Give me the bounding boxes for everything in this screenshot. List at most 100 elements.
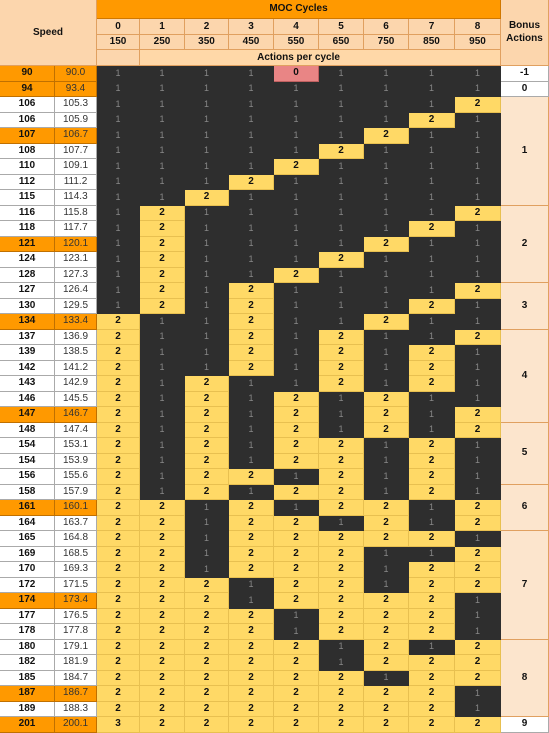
action-cell: 1 — [274, 174, 319, 190]
action-cell: 1 — [185, 314, 229, 330]
action-cell: 1 — [455, 190, 501, 206]
speed-cell: 182 — [0, 655, 55, 671]
action-cell: 2 — [140, 639, 185, 655]
action-cell: 1 — [229, 143, 274, 159]
action-cell: 1 — [97, 159, 140, 175]
action-cell: 1 — [319, 97, 364, 113]
action-cell: 1 — [185, 236, 229, 252]
action-cell: 1 — [229, 267, 274, 283]
action-cell: 1 — [229, 438, 274, 454]
action-cell: 1 — [229, 221, 274, 237]
action-cell: 2 — [97, 484, 140, 500]
action-cell: 1 — [319, 190, 364, 206]
action-cell: 1 — [97, 112, 140, 128]
action-cell: 1 — [409, 283, 455, 299]
action-cell: 1 — [409, 329, 455, 345]
action-cell: 1 — [364, 221, 409, 237]
action-cell: 1 — [274, 221, 319, 237]
action-cell: 2 — [364, 515, 409, 531]
action-cell: 1 — [140, 484, 185, 500]
action-cell: 2 — [319, 546, 364, 562]
action-cell: 1 — [319, 128, 364, 144]
cycle-value: 350 — [185, 35, 229, 50]
action-cell: 1 — [364, 562, 409, 578]
action-cell: 2 — [409, 686, 455, 702]
action-cell: 2 — [319, 701, 364, 717]
action-cell: 2 — [185, 391, 229, 407]
action-cell: 1 — [274, 500, 319, 516]
action-cell: 2 — [140, 267, 185, 283]
action-cell: 1 — [229, 205, 274, 221]
action-cell: 1 — [140, 66, 185, 82]
speed-value-cell: 147.4 — [55, 422, 97, 438]
action-cell: 1 — [364, 345, 409, 361]
action-cell: 2 — [319, 686, 364, 702]
speed-cell: 94 — [0, 81, 55, 97]
cycle-value: 250 — [140, 35, 185, 50]
action-cell: 1 — [185, 143, 229, 159]
action-cell: 1 — [97, 81, 140, 97]
speed-value-cell: 106.7 — [55, 128, 97, 144]
action-cell: 1 — [140, 159, 185, 175]
action-cell: 2 — [97, 438, 140, 454]
cycle-value: 650 — [319, 35, 364, 50]
speed-value-cell: 153.1 — [55, 438, 97, 454]
action-cell: 2 — [319, 345, 364, 361]
action-cell: 1 — [409, 407, 455, 423]
action-cell: 2 — [364, 686, 409, 702]
speed-value-cell: 145.5 — [55, 391, 97, 407]
action-cell: 2 — [455, 422, 501, 438]
bonus-header-line: Actions — [506, 32, 543, 44]
action-cell: 2 — [319, 360, 364, 376]
action-cell: 1 — [274, 314, 319, 330]
action-cell: 2 — [319, 329, 364, 345]
speed-cell: 178 — [0, 624, 55, 640]
speed-value-cell: 133.4 — [55, 314, 97, 330]
action-cell: 1 — [140, 453, 185, 469]
action-cell: 1 — [364, 190, 409, 206]
action-cell: 2 — [409, 593, 455, 609]
speed-value-cell: 120.1 — [55, 236, 97, 252]
speed-cell: 128 — [0, 267, 55, 283]
action-cell: 1 — [274, 298, 319, 314]
action-cell: 2 — [319, 500, 364, 516]
speed-cell: 124 — [0, 252, 55, 268]
action-cell: 2 — [455, 97, 501, 113]
cycle-value: 850 — [409, 35, 455, 50]
action-cell: 1 — [97, 128, 140, 144]
speed-cell: 158 — [0, 484, 55, 500]
action-cell: 1 — [140, 407, 185, 423]
action-cell: 2 — [229, 345, 274, 361]
action-cell: 2 — [140, 608, 185, 624]
speed-cell: 154 — [0, 453, 55, 469]
action-cell: 2 — [185, 593, 229, 609]
speed-cell: 154 — [0, 438, 55, 454]
action-cell: 2 — [364, 422, 409, 438]
action-cell: 2 — [455, 515, 501, 531]
action-cell: 2 — [274, 407, 319, 423]
action-cell: 1 — [409, 422, 455, 438]
action-cell: 2 — [140, 717, 185, 733]
speed-value-cell: 153.9 — [55, 453, 97, 469]
action-cell: 1 — [274, 236, 319, 252]
action-cell: 2 — [274, 577, 319, 593]
action-cell: 1 — [185, 283, 229, 299]
action-cell: 2 — [409, 453, 455, 469]
action-cell: 1 — [229, 407, 274, 423]
action-cell: 2 — [97, 608, 140, 624]
action-cell: 2 — [97, 360, 140, 376]
action-cell: 1 — [229, 128, 274, 144]
speed-cell: 127 — [0, 283, 55, 299]
action-cell: 1 — [409, 97, 455, 113]
speed-value-cell: 155.6 — [55, 469, 97, 485]
action-cell: 2 — [319, 252, 364, 268]
action-cell: 1 — [97, 143, 140, 159]
action-cell: 1 — [455, 143, 501, 159]
speed-cell: 147 — [0, 407, 55, 423]
action-cell: 2 — [274, 717, 319, 733]
speed-cell: 143 — [0, 376, 55, 392]
action-cell: 1 — [319, 298, 364, 314]
action-cell: 2 — [229, 283, 274, 299]
action-cell: 2 — [97, 624, 140, 640]
action-cell: 2 — [229, 360, 274, 376]
